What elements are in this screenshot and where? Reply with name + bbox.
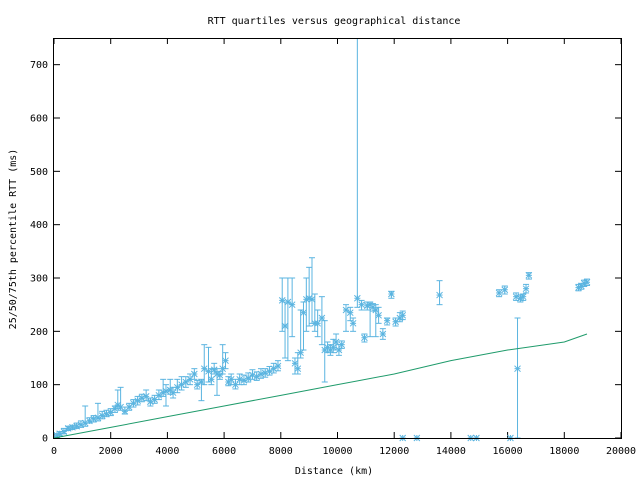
data-point	[436, 280, 443, 306]
y-tick-label: 200	[30, 327, 48, 338]
data-point	[232, 378, 239, 390]
data-point	[227, 373, 235, 386]
data-point	[244, 372, 252, 383]
data-point	[216, 370, 224, 380]
data-point	[257, 368, 265, 379]
data-point	[173, 378, 181, 394]
data-point	[64, 425, 72, 432]
data-point	[294, 352, 302, 375]
data-point	[379, 328, 387, 340]
data-point	[300, 301, 307, 351]
data-point	[69, 423, 76, 431]
plot-area	[53, 38, 591, 442]
data-point	[60, 427, 68, 435]
data-point	[335, 344, 343, 356]
data-point	[525, 271, 533, 280]
data-point	[501, 285, 509, 295]
data-point	[193, 379, 201, 390]
data-point	[222, 352, 229, 370]
x-tick-label: 16000	[493, 446, 523, 457]
data-point	[361, 333, 368, 343]
data-point	[249, 369, 256, 380]
data-point	[358, 299, 365, 311]
data-point	[284, 277, 292, 362]
data-point	[159, 378, 167, 397]
data-point	[297, 309, 304, 359]
x-tick-label: 6000	[212, 446, 236, 457]
chart-title: RTT quartiles versus geographical distan…	[208, 16, 461, 27]
x-axis-label: Distance (km)	[295, 466, 373, 477]
data-point	[281, 301, 289, 359]
reference-line	[53, 333, 588, 439]
data-point	[162, 384, 170, 407]
x-tick-label: 12000	[379, 446, 409, 457]
data-point	[399, 310, 407, 321]
data-point	[200, 344, 208, 386]
data-point	[321, 320, 329, 383]
x-axis-ticks: 0 2000 4000 6000 8000 10000 12000 14000 16000 180…	[51, 38, 636, 457]
y-tick-label: 500	[30, 167, 48, 178]
data-point	[346, 306, 354, 322]
data-point	[495, 289, 503, 298]
y-tick-label: 0	[42, 434, 48, 445]
data-point	[519, 293, 527, 301]
x-tick-label: 18000	[549, 446, 579, 457]
data-point	[349, 317, 357, 332]
y-axis-label: 25/50/75th percentile RTT (ms)	[8, 149, 19, 330]
data-point	[77, 420, 85, 429]
x-tick-label: 20000	[606, 446, 636, 457]
y-tick-label: 400	[30, 220, 48, 231]
y-tick-label: 100	[30, 380, 48, 391]
data-point	[190, 368, 198, 380]
data-point	[342, 304, 350, 332]
data-point	[514, 317, 521, 439]
data-point	[94, 402, 102, 422]
data-point	[388, 290, 395, 299]
data-point	[314, 309, 322, 338]
data-point	[274, 360, 282, 372]
data-point	[236, 373, 244, 386]
data-point	[134, 395, 141, 406]
data-point	[583, 278, 591, 286]
data-point	[186, 373, 194, 386]
data-point	[383, 317, 391, 326]
data-point	[198, 378, 205, 402]
data-point	[98, 410, 106, 420]
data-point	[308, 257, 316, 324]
x-tick-label: 4000	[155, 446, 179, 457]
data-point	[142, 389, 150, 402]
y-tick-label: 300	[30, 274, 48, 285]
x-tick-label: 10000	[322, 446, 352, 457]
data-point	[302, 277, 310, 332]
x-tick-label: 14000	[436, 446, 466, 457]
data-point	[169, 386, 177, 399]
data-point	[338, 340, 346, 349]
data-point	[178, 376, 185, 391]
x-tick-label: 0	[51, 446, 57, 457]
data-point	[125, 402, 133, 411]
data-point	[372, 304, 380, 338]
data-point	[155, 389, 163, 401]
plot-frame	[53, 38, 622, 439]
data-point	[121, 406, 129, 415]
data-point	[375, 306, 382, 324]
data-point	[522, 283, 530, 294]
x-tick-label: 8000	[269, 446, 293, 457]
y-tick-label: 700	[30, 60, 48, 71]
data-point	[353, 38, 361, 308]
y-tick-label: 600	[30, 114, 48, 125]
x-tick-label: 2000	[99, 446, 123, 457]
data-point	[288, 277, 296, 338]
